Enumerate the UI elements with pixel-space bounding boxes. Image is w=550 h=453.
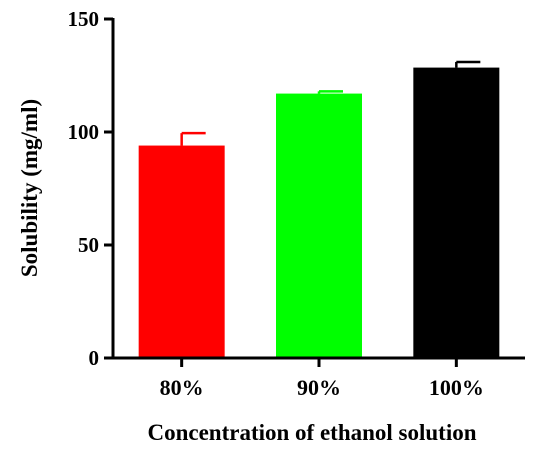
x-tick-label: 90% — [297, 375, 341, 400]
bar-90pct — [276, 93, 362, 358]
y-tick-label: 150 — [68, 7, 100, 31]
y-tick-label: 50 — [78, 233, 99, 257]
x-tick-label: 100% — [429, 375, 484, 400]
bar-80pct — [138, 145, 225, 358]
error-bars-group — [180, 60, 481, 146]
x-ticks-group: 80% 90% 100% — [160, 358, 484, 400]
y-axis-title: Solubility (mg/ml) — [17, 99, 42, 277]
y-ticks-group: 0 50 100 150 — [68, 7, 113, 370]
x-axis-title: Concentration of ethanol solution — [147, 420, 476, 445]
bars-group — [138, 67, 500, 358]
y-tick-label: 0 — [89, 346, 100, 370]
bar-100pct — [413, 67, 500, 358]
x-tick-label: 80% — [160, 375, 204, 400]
y-tick-label: 100 — [68, 120, 100, 144]
